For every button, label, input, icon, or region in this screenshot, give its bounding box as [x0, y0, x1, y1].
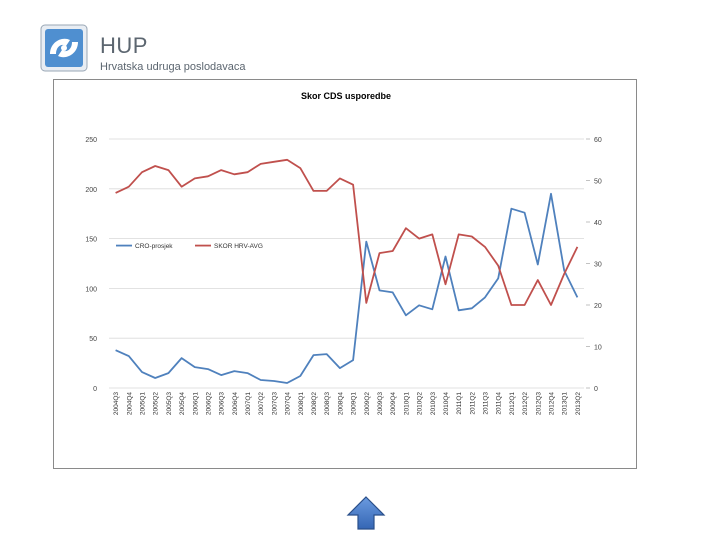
x-tick-label: 2011Q3 — [483, 392, 490, 415]
legend-label: SKOR HRV-AVG — [214, 243, 263, 250]
x-tick-label: 2009Q4 — [390, 392, 397, 416]
x-tick-label: 2004Q4 — [126, 392, 133, 416]
x-tick-label: 2006Q3 — [219, 392, 226, 416]
hup-logo-icon — [40, 24, 88, 72]
x-tick-label: 2012Q2 — [522, 392, 529, 416]
x-tick-label: 2010Q1 — [403, 392, 410, 416]
x-tick-label: 2005Q2 — [153, 392, 160, 416]
brand-subtitle: Hrvatska udruga poslodavaca — [100, 61, 246, 73]
arrow-up-icon[interactable] — [346, 495, 386, 531]
right-tick-label: 50 — [594, 179, 602, 186]
x-tick-label: 2009Q3 — [377, 392, 384, 416]
x-tick-label: 2005Q3 — [166, 392, 173, 416]
x-tick-label: 2013Q1 — [562, 392, 569, 416]
x-tick-label: 2008Q4 — [337, 392, 344, 416]
right-tick-label: 10 — [594, 345, 602, 352]
chart-title: Skor CDS usporedbe — [301, 91, 391, 101]
right-tick-label: 40 — [594, 220, 602, 227]
series-line — [115, 158, 579, 306]
x-tick-label: 2006Q2 — [205, 392, 212, 416]
x-tick-label: 2005Q4 — [179, 392, 186, 416]
right-tick-label: 60 — [594, 137, 602, 144]
left-tick-label: 200 — [85, 187, 97, 194]
left-tick-label: 100 — [85, 286, 97, 293]
x-tick-label: 2012Q1 — [509, 392, 516, 416]
x-tick-label: 2008Q2 — [311, 392, 318, 416]
x-tick-label: 2009Q1 — [351, 392, 358, 416]
left-tick-label: 50 — [89, 336, 97, 343]
right-tick-label: 30 — [594, 262, 602, 269]
brand-name: HUP — [100, 33, 148, 58]
x-tick-label: 2007Q1 — [245, 392, 252, 416]
x-tick-label: 2007Q4 — [285, 392, 292, 416]
right-tick-label: 20 — [594, 303, 602, 310]
line-chart: Skor CDS usporedbe 0 50 100 150 200 250 0 10 20… — [85, 91, 602, 416]
x-tick-label: 2004Q3 — [113, 392, 120, 416]
x-tick-label: 2010Q3 — [430, 392, 437, 416]
x-tick-label: 2011Q2 — [469, 392, 476, 415]
chart-container: Skor CDS usporedbe 0 50 100 150 200 250 0 10 20… — [53, 79, 637, 469]
x-tick-label: 2012Q3 — [535, 392, 542, 416]
left-tick-label: 250 — [85, 137, 97, 144]
x-tick-label: 2005Q1 — [139, 392, 146, 416]
x-tick-label: 2010Q2 — [417, 392, 424, 416]
x-tick-label: 2012Q4 — [549, 392, 556, 416]
x-tick-label: 2008Q3 — [324, 392, 331, 416]
x-tick-label: 2011Q1 — [456, 392, 463, 415]
series-line — [115, 192, 579, 384]
x-tick-label: 2007Q2 — [258, 392, 265, 416]
left-tick-label: 150 — [85, 237, 97, 244]
left-tick-label: 0 — [93, 386, 97, 393]
x-tick-label: 2006Q4 — [232, 392, 239, 416]
x-tick-label: 2010Q4 — [443, 392, 450, 416]
x-tick-label: 2009Q2 — [364, 392, 371, 416]
x-tick-label: 2007Q3 — [271, 392, 278, 416]
legend-label: CRO-prosjek — [135, 243, 173, 250]
x-tick-label: 2011Q4 — [496, 392, 503, 415]
x-tick-label: 2006Q1 — [192, 392, 199, 416]
x-tick-label: 2008Q1 — [298, 392, 305, 416]
right-tick-label: 0 — [594, 386, 598, 393]
x-tick-label: 2013Q2 — [575, 392, 582, 416]
